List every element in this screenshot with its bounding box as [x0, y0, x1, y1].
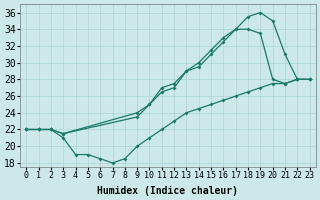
X-axis label: Humidex (Indice chaleur): Humidex (Indice chaleur)	[98, 186, 238, 196]
